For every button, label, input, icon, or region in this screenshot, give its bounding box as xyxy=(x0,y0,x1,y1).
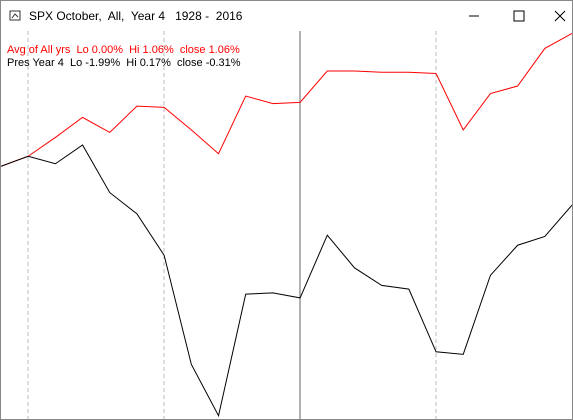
close[interactable] xyxy=(554,10,566,22)
legend-entry: Avg of All yrs Lo 0.00% Hi 1.06% close 1… xyxy=(7,44,240,56)
window-controls[interactable] xyxy=(442,1,572,31)
app-icon xyxy=(9,10,21,21)
chart: Avg of All yrs Lo 0.00% Hi 1.06% close 1… xyxy=(1,31,572,419)
title-bar: SPX October, All, Year 4 1928 - 2016 xyxy=(1,1,572,31)
window-title: SPX October, All, Year 4 1928 - 2016 xyxy=(29,9,243,23)
legend-entry: Pres Year 4 Lo -1.99% Hi 0.17% close -0.… xyxy=(7,57,241,69)
series-line xyxy=(1,32,572,167)
maximize[interactable] xyxy=(513,10,525,22)
series-line xyxy=(1,144,572,418)
